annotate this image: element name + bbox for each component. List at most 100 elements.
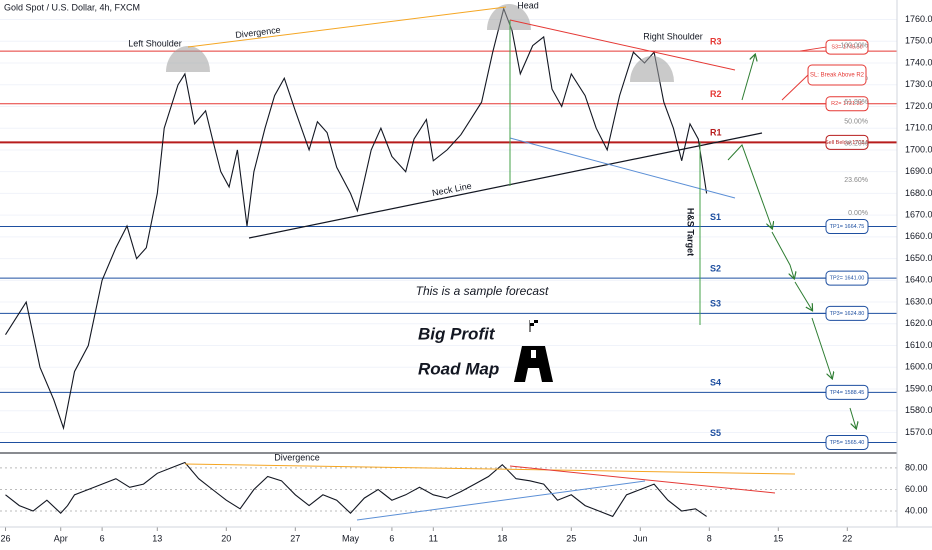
y-tick-label: 80.00: [905, 462, 928, 472]
x-tick-label: Jun: [633, 533, 648, 543]
level-label: Sell Below 1703.5: [825, 140, 869, 146]
y-tick-label: 1650.00: [905, 253, 932, 263]
label-box: [807, 64, 867, 86]
fib-label: 38.20%: [844, 140, 868, 147]
pane: 1570.00 1580.00 1590.00 1600.00 1610.00 1620.…: [0, 6, 932, 450]
label-box: [825, 96, 869, 112]
stop-label: SL: Break Above R2: [810, 73, 865, 79]
y-tick-label: 1760.00: [905, 14, 932, 24]
x-tick-label: 18: [497, 533, 507, 543]
fib-label: 0.00%: [848, 210, 868, 217]
level-label: S3= 1745.50: [831, 45, 862, 51]
annotation: Road Map: [418, 359, 499, 378]
fib-label: 100.00%: [840, 42, 868, 49]
fib-label: 50.00%: [844, 119, 868, 126]
fib-label: 23.60%: [844, 177, 868, 184]
y-tick-label: 1730.00: [905, 79, 932, 89]
y-tick-label: 1700.00: [905, 144, 932, 154]
y-tick-label: 1620.00: [905, 318, 932, 328]
annotation: Big Profit: [418, 324, 496, 343]
y-tick-label: 1720.00: [905, 101, 932, 111]
x-tick-label: Apr: [54, 533, 68, 543]
divergence-line: [187, 6, 507, 48]
y-tick-label: 1660.00: [905, 231, 932, 241]
x-tick-label: 6: [389, 533, 394, 543]
level-label: R2= 1721.25: [831, 101, 863, 107]
series-line: [5, 6, 708, 431]
arrow: [811, 317, 832, 378]
label-box: [825, 39, 869, 55]
y-tick-label: 1580.00: [905, 405, 932, 415]
y-tick-label: 1740.00: [905, 57, 932, 67]
annotation: Left Shoulder: [128, 38, 182, 48]
label-box: [825, 134, 869, 150]
label-box: [825, 434, 869, 450]
divergence-line: [184, 463, 796, 475]
y-tick-label: 1570.00: [905, 427, 932, 437]
x-tick-label: May: [342, 533, 360, 543]
trend-line: [509, 19, 736, 71]
x-tick-label: 6: [100, 533, 105, 543]
arrow: [741, 55, 755, 101]
arrow: [771, 231, 794, 278]
level-name: S1: [710, 212, 721, 222]
annotation: Head: [517, 0, 539, 10]
y-tick-label: 1710.00: [905, 123, 932, 133]
flag-icon: [529, 320, 538, 332]
head-shape: [487, 4, 531, 30]
y-tick-label: 1680.00: [905, 188, 932, 198]
x-tick-label: 11: [429, 533, 438, 543]
chart-title: Gold Spot / U.S. Dollar, 4h, FXCM: [4, 2, 140, 12]
neck-line: [248, 132, 763, 239]
y-tick-label: 1590.00: [905, 383, 932, 393]
fib-label: 61.80%: [844, 99, 868, 106]
left-shoulder-shape: [166, 46, 210, 72]
y-tick-label: 1750.00: [905, 36, 932, 46]
arrow: [727, 144, 772, 228]
series-line: [5, 461, 707, 518]
connector: [799, 46, 827, 52]
right-shoulder-shape: [630, 56, 674, 82]
road-icon: [514, 346, 553, 382]
trend-line: [356, 480, 646, 521]
y-tick-label: 1610.00: [905, 340, 932, 350]
layout: SL: Break Above R2 Left Shoulder Head Ri…: [0, 0, 932, 528]
label-box: [825, 270, 869, 286]
arrow: [794, 281, 812, 310]
level-label: TP2= 1641.00: [830, 276, 865, 282]
y-tick-label: 1670.00: [905, 210, 932, 220]
x-tick-label: 15: [773, 533, 783, 543]
level-name: S3: [710, 299, 721, 309]
y-tick-label: 1640.00: [905, 275, 932, 285]
level-name: S4: [710, 378, 721, 388]
level-label: TP4= 1588.45: [830, 390, 865, 396]
level-name: R1: [710, 128, 722, 138]
annotation: This is a sample forecast: [416, 284, 549, 298]
y-tick-label: 1600.00: [905, 362, 932, 372]
y-tick-label: 60.00: [905, 484, 928, 494]
road-icon: [531, 350, 536, 358]
level-label: TP1= 1664.75: [830, 224, 865, 230]
label-box: [825, 384, 869, 400]
y-tick-label: 1630.00: [905, 296, 932, 306]
level-name: S2: [710, 264, 721, 274]
annotation: Right Shoulder: [643, 31, 703, 41]
level-name: R2: [710, 89, 722, 99]
channel-line: [509, 137, 736, 199]
x-tick-label: 27: [290, 533, 300, 543]
trend-line: [509, 465, 776, 494]
x-tick-label: 26: [1, 533, 11, 543]
x-tick-label: 13: [152, 533, 162, 543]
pane: 40.00 60.00 80.00 26 Apr 6 13 20 27 May 6 11 18 25 Jun…: [0, 461, 928, 543]
level-name: S5: [710, 428, 721, 438]
x-tick-label: 22: [842, 533, 852, 543]
level-label: TP5= 1565.40: [830, 440, 865, 446]
y-tick-label: 1690.00: [905, 166, 932, 176]
label-box: [825, 305, 869, 321]
x-tick-label: 25: [566, 533, 576, 543]
y-tick-label: 40.00: [905, 505, 928, 515]
annotation: Divergence: [274, 452, 320, 462]
level-name: R3: [710, 36, 722, 46]
label-box: [825, 219, 869, 235]
